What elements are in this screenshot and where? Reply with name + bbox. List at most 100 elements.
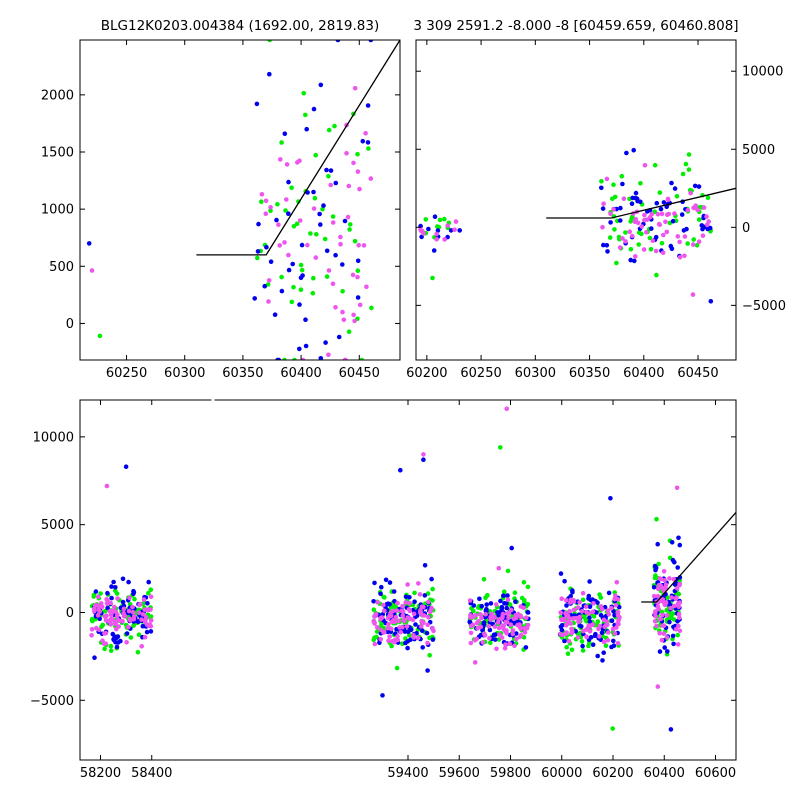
bottom-y-tick-label: 10000 [33,430,74,445]
top-left-point-s0-c1 [294,221,300,227]
bottom-point-s2-c3 [604,619,610,624]
top-left-point-s2-c1 [346,183,352,189]
top-left-point-s1-c1 [268,259,274,265]
top-left-point-s1-c1 [274,217,279,223]
top-right-point-s1-c1 [654,200,660,206]
top-right-point-s1-c1 [631,147,636,153]
top-left-point-s2-c1 [297,158,302,164]
top-right-point-s2-c1 [639,224,644,229]
bottom-point-s1-c0 [131,591,136,596]
top-left-point-s2-c1 [333,305,338,310]
bottom-point-s1-c1 [408,637,413,642]
bottom-point-s2-c0 [120,619,125,624]
top-right-point-s2-c1 [642,217,647,223]
bottom-point-s2-c0 [148,607,153,612]
top-right-point-s1-c1 [638,199,643,205]
bottom-point-s2-c2 [499,635,505,640]
bottom-point-s2-c4 [657,576,663,581]
bottom-point-s1-c2 [498,598,503,604]
bottom-point-s2-c0 [121,606,127,612]
top-right-point-s2-c1 [688,190,693,196]
bottom-point-s2-c3 [605,608,611,613]
bottom-point-s2-c2 [506,615,511,621]
bottom-point-s1-c0 [145,601,150,606]
bottom-point-s0-c0 [135,649,141,655]
bottom-point-s2-c0 [130,609,136,615]
top-right-point-s2-c1 [601,201,606,206]
top-left-point-s2-c1 [300,357,306,360]
bottom-point-s1-c3 [558,571,564,576]
bottom-point-s1-c1 [430,637,436,642]
bottom-point-s2-c1 [425,640,430,646]
bottom-point-s2-c1 [426,615,431,620]
bottom-point-s1-c3 [609,618,615,623]
bottom-point-s0-c1 [382,595,387,600]
bottom-point-s2-c4 [662,601,667,606]
top-left-point-s0-c1 [347,227,352,232]
bottom-point-s2-c2 [496,617,502,622]
top-right-point-s1-c1 [658,206,664,212]
bottom-point-s2-c3 [615,641,621,646]
bottom-point-s2-c4 [669,595,674,600]
top-right-point-s0-c1 [648,247,654,252]
top-left-point-s1-c1 [304,126,310,132]
bottom-point-s2-c1 [430,625,435,631]
bottom-point-s2-c1 [382,608,387,614]
top-right-y-tick-label: 0 [742,221,750,236]
bottom-point-s2-c0 [124,640,129,645]
bottom-point-s2-c2 [500,614,505,620]
top-left-point-s0-c1 [254,255,260,261]
top-right-point-s2-c1 [633,217,639,222]
top-right-point-s0-c1 [685,241,690,246]
bottom-point-s1-c4 [653,565,659,571]
bottom-point-s2-c0 [112,619,118,625]
top-right-point-s1-c1 [661,200,667,205]
bottom-point-s0-c2 [488,640,493,646]
bottom-point-s0-c3 [565,651,571,656]
bottom-point-s2-c1 [407,608,413,614]
top-right-point-s1-c0 [426,226,431,232]
bottom-point-s0-c1 [371,607,377,612]
bottom-point-s1-c2 [484,602,490,607]
top-left-point-s2-c1 [351,312,356,318]
bottom-point-s2-c4 [660,597,666,602]
top-left-point-s0-c0 [97,333,103,339]
top-right-point-s1-c1 [608,220,613,225]
bottom-point-s2-c3 [597,634,602,639]
top-right-point-s2-c1 [617,245,623,250]
bottom-point-s2-c2 [474,636,480,642]
bottom-x-tick-label: 58200 [80,766,121,781]
bottom-point-s2-c3 [565,619,571,625]
top-left-point-s2-c1 [326,268,332,273]
top-right-y-tick-label: −5000 [742,299,786,314]
bottom-point-s1-c0 [111,638,117,643]
top-right-point-s1-c1 [670,218,676,224]
top-right-point-s2-c1 [608,211,613,217]
top-right-point-s0-c1 [610,196,615,202]
bottom-point-s1-c3 [570,590,575,595]
bottom-point-s1-c3 [562,638,567,644]
bottom-point-s2-c4 [652,619,658,624]
bottom-point-s1-c1 [379,584,384,590]
bottom-point-s2-c2 [478,612,483,617]
top-right-point-s0-c0 [437,217,443,223]
bottom-point-s1-c4 [671,641,676,647]
top-right-point-s0-c0 [435,224,440,229]
top-right-point-s2-c1 [641,247,647,252]
bottom-point-s1-c3 [612,613,617,618]
bottom-point-s0-c1 [391,604,397,610]
top-left-point-s0-c1 [355,151,360,157]
bottom-point-s0-c2 [525,602,531,607]
bottom-point-s0-c0 [98,591,103,596]
top-left-point-s2-c1 [284,197,289,202]
bottom-point-s1-c4 [651,584,657,590]
top-right-point-s2-c1 [704,214,709,219]
top-left-point-s2-c1 [328,182,334,188]
top-left-point-s0-c1 [292,357,297,360]
top-left-point-s0-c1 [359,357,365,360]
top-left-point-s1-c1 [272,312,278,318]
top-right-point-s0-c1 [636,242,641,247]
bottom-point-s2-c0 [139,617,144,622]
top-right-point-s2-c1 [690,242,696,247]
